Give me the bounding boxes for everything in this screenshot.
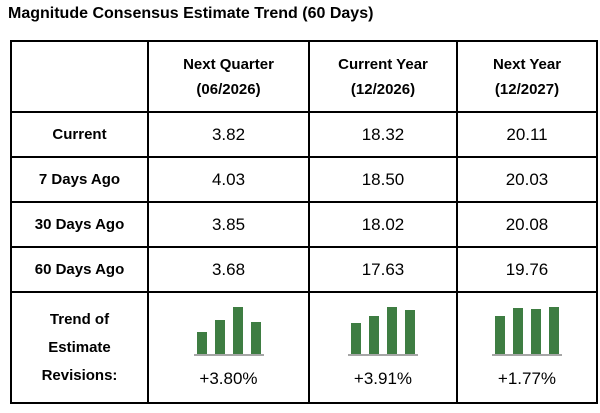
table-row-60-days-ago: 60 Days Ago 3.68 17.63 19.76 bbox=[10, 246, 598, 293]
estimate-value: 18.50 bbox=[308, 156, 458, 203]
estimate-value: 20.08 bbox=[456, 201, 598, 248]
row-label: 60 Days Ago bbox=[10, 246, 149, 293]
estimate-value: 18.32 bbox=[308, 111, 458, 158]
sparkline-bar bbox=[369, 316, 379, 354]
sparkline-bar bbox=[387, 307, 397, 354]
sparkline-bars bbox=[311, 306, 455, 354]
trend-label-line: Estimate bbox=[48, 338, 111, 356]
column-header-period: Current Year bbox=[338, 55, 428, 73]
row-label: 7 Days Ago bbox=[10, 156, 149, 203]
column-header-period: Next Quarter bbox=[183, 55, 274, 73]
estimate-value: 18.02 bbox=[308, 201, 458, 248]
row-label: 30 Days Ago bbox=[10, 201, 149, 248]
sparkline-baseline bbox=[193, 354, 264, 356]
column-header-date: (12/2026) bbox=[350, 80, 416, 98]
corner-cell bbox=[10, 40, 149, 113]
table-header-row: Next Quarter (06/2026) Current Year (12/… bbox=[10, 40, 598, 113]
sparkline-next-year bbox=[459, 306, 595, 356]
sparkline-bar bbox=[351, 323, 361, 354]
sparkline-bar bbox=[214, 320, 225, 354]
sparkline-baseline bbox=[348, 354, 418, 356]
sparkline-bar bbox=[196, 332, 207, 354]
column-header-period: Next Year bbox=[492, 55, 562, 73]
sparkline-bar bbox=[232, 307, 243, 354]
revision-percent: +1.77% bbox=[497, 369, 557, 388]
column-header-date: (06/2026) bbox=[196, 80, 261, 98]
sparkline-bar bbox=[495, 316, 505, 354]
column-header-date: (12/2027) bbox=[494, 80, 560, 98]
trend-of-estimate-revisions-row: Trend of Estimate Revisions: +3.80% +3.9… bbox=[10, 291, 598, 404]
estimate-value: 4.03 bbox=[147, 156, 310, 203]
sparkline-bar bbox=[250, 322, 261, 354]
trend-label-line: Revisions: bbox=[41, 366, 118, 384]
column-header-current-year: Current Year (12/2026) bbox=[308, 40, 458, 113]
trend-cell-current-year: +3.91% bbox=[308, 291, 458, 404]
estimate-value: 19.76 bbox=[456, 246, 598, 293]
sparkline-bars bbox=[459, 306, 595, 354]
page-title: Magnitude Consensus Estimate Trend (60 D… bbox=[8, 5, 374, 22]
sparkline-bar bbox=[405, 310, 415, 354]
sparkline-bar bbox=[549, 307, 559, 354]
table-row-current: Current 3.82 18.32 20.11 bbox=[10, 111, 598, 158]
sparkline-bar bbox=[531, 309, 541, 354]
revision-percent: +3.80% bbox=[199, 369, 258, 388]
trend-label-line: Trend of bbox=[49, 310, 110, 328]
trend-cell-next-year: +1.77% bbox=[456, 291, 598, 404]
column-header-next-quarter: Next Quarter (06/2026) bbox=[147, 40, 310, 113]
trend-row-label: Trend of Estimate Revisions: bbox=[10, 291, 149, 404]
sparkline-bars bbox=[150, 306, 307, 354]
table-row-30-days-ago: 30 Days Ago 3.85 18.02 20.08 bbox=[10, 201, 598, 248]
estimate-value: 20.03 bbox=[456, 156, 598, 203]
sparkline-current-year bbox=[311, 306, 455, 356]
column-header-next-year: Next Year (12/2027) bbox=[456, 40, 598, 113]
revision-percent: +3.91% bbox=[353, 369, 413, 388]
estimate-value: 3.82 bbox=[147, 111, 310, 158]
row-label: Current bbox=[10, 111, 149, 158]
estimate-value: 3.68 bbox=[147, 246, 310, 293]
estimate-value: 3.85 bbox=[147, 201, 310, 248]
sparkline-baseline bbox=[492, 354, 562, 356]
estimate-value: 17.63 bbox=[308, 246, 458, 293]
sparkline-bar bbox=[513, 308, 523, 354]
consensus-estimate-table: Next Quarter (06/2026) Current Year (12/… bbox=[10, 40, 598, 404]
estimate-value: 20.11 bbox=[456, 111, 598, 158]
table-row-7-days-ago: 7 Days Ago 4.03 18.50 20.03 bbox=[10, 156, 598, 203]
sparkline-next-quarter bbox=[150, 306, 307, 356]
trend-cell-next-quarter: +3.80% bbox=[147, 291, 310, 404]
